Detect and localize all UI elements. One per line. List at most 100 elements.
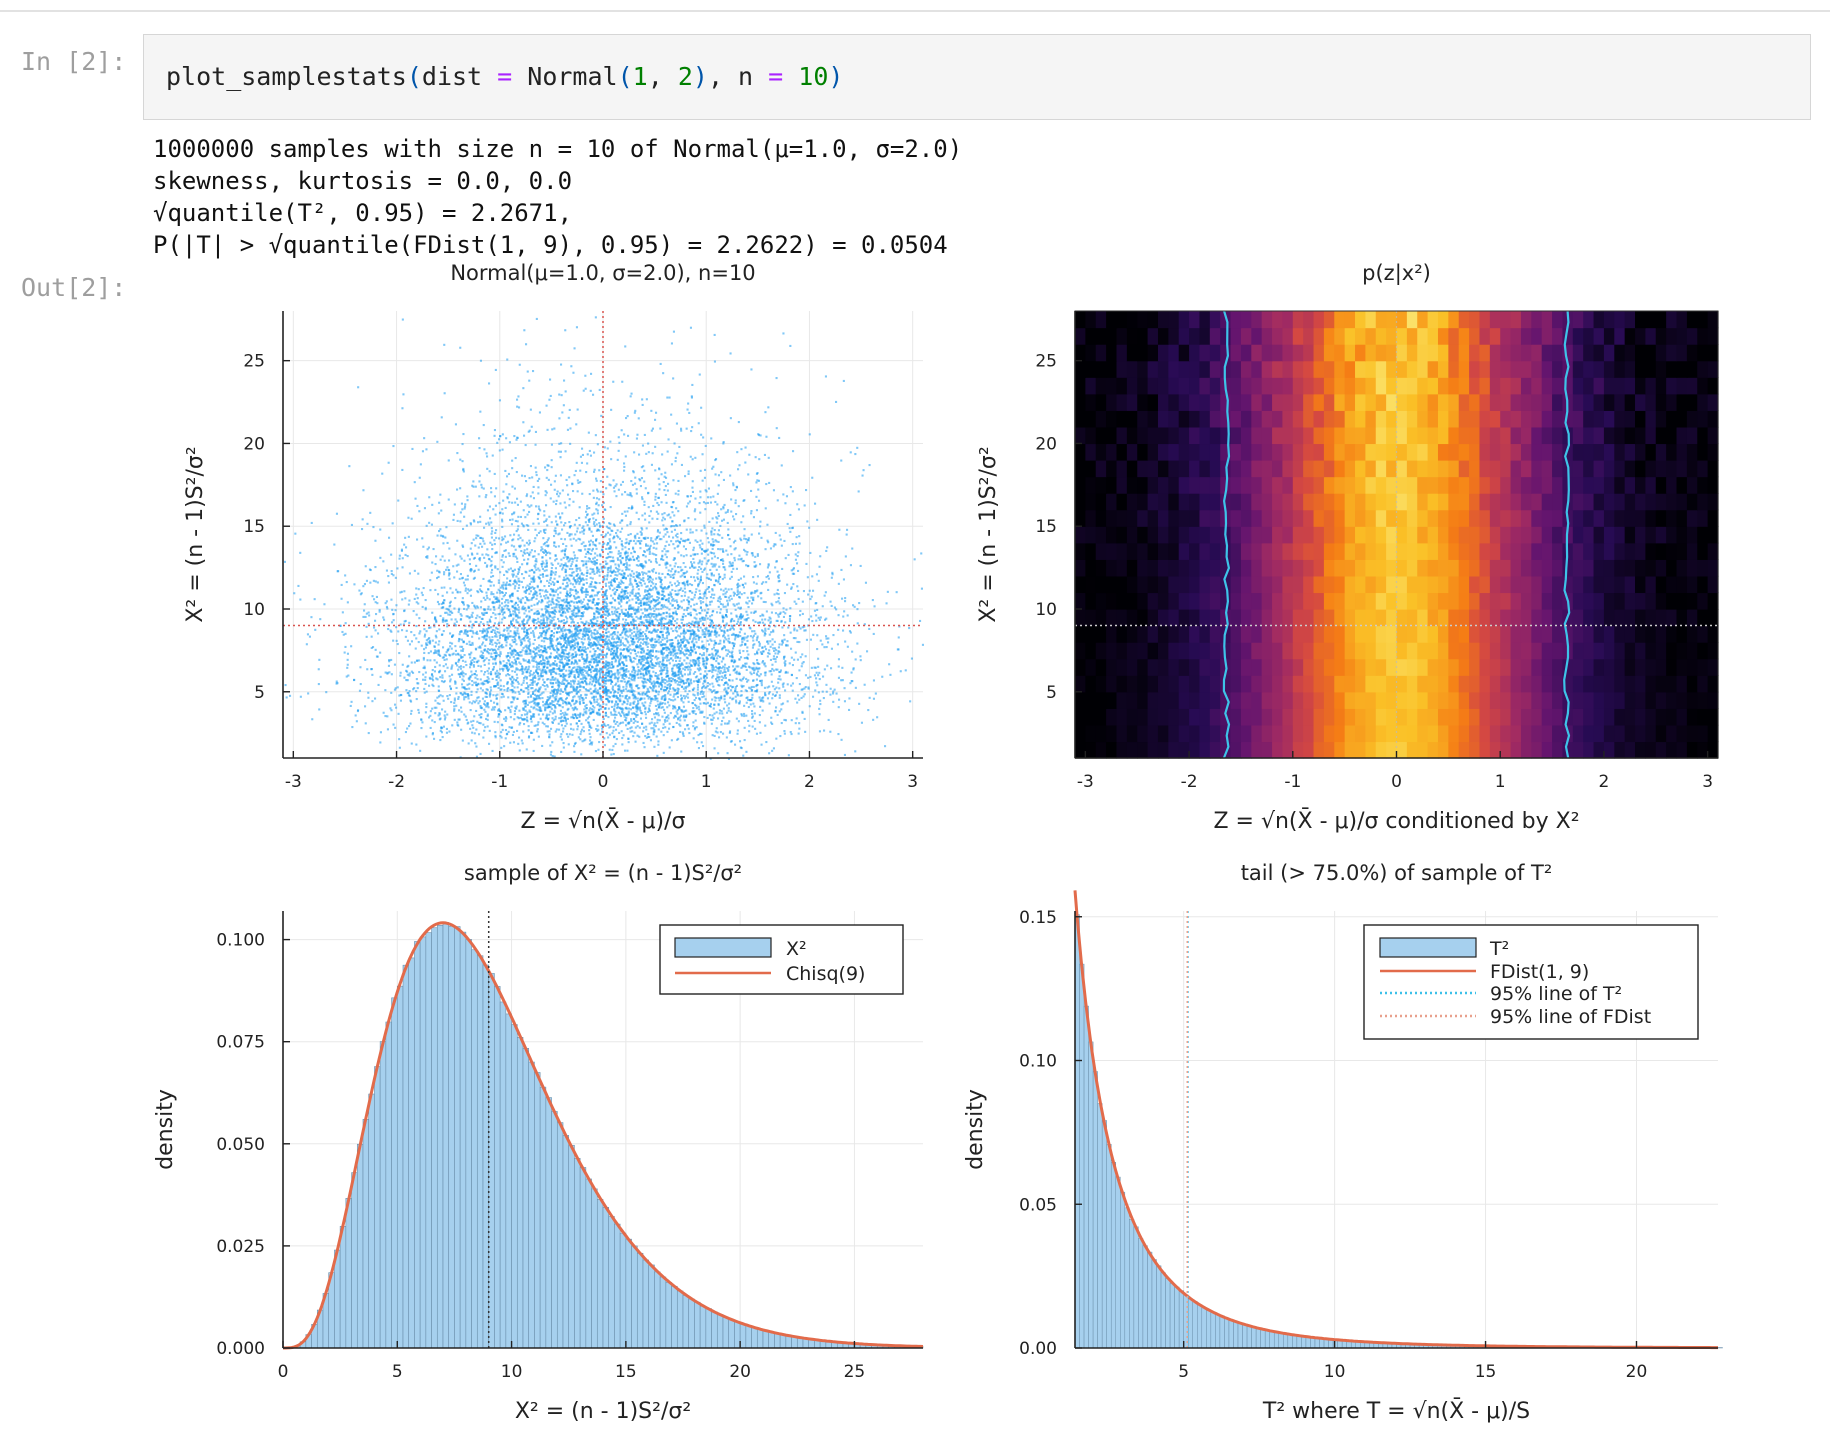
scatter-point bbox=[650, 615, 653, 618]
scatter-point bbox=[596, 568, 599, 571]
scatter-point bbox=[515, 619, 518, 622]
scatter-point bbox=[479, 646, 482, 649]
scatter-point bbox=[454, 423, 457, 426]
scatter-point bbox=[719, 625, 722, 628]
scatter-point bbox=[513, 631, 516, 634]
scatter-point bbox=[486, 651, 489, 654]
scatter-point bbox=[777, 593, 780, 596]
scatter-point bbox=[550, 652, 553, 655]
scatter-point bbox=[716, 599, 719, 602]
scatter-point bbox=[824, 375, 827, 378]
scatter-point bbox=[560, 619, 563, 622]
scatter-point bbox=[532, 485, 535, 488]
scatter-point bbox=[634, 534, 637, 537]
scatter-point bbox=[840, 679, 843, 682]
scatter-point bbox=[542, 550, 545, 553]
scatter-point bbox=[711, 614, 714, 617]
scatter-point bbox=[725, 736, 728, 739]
scatter-point bbox=[595, 622, 598, 625]
scatter-point bbox=[589, 572, 592, 575]
scatter-point bbox=[691, 564, 694, 567]
scatter-point bbox=[660, 586, 663, 589]
scatter-point bbox=[751, 716, 754, 719]
scatter-point bbox=[614, 618, 617, 621]
scatter-point bbox=[836, 643, 839, 646]
scatter-point bbox=[562, 727, 565, 730]
scatter-point bbox=[657, 612, 660, 615]
scatter-point bbox=[569, 442, 572, 445]
scatter-point bbox=[595, 508, 598, 511]
scatter-point bbox=[678, 645, 681, 648]
scatter-point bbox=[569, 723, 572, 726]
scatter-point bbox=[390, 570, 393, 573]
scatter-point bbox=[559, 565, 562, 568]
scatter-point bbox=[617, 488, 620, 491]
scatter-point bbox=[876, 716, 879, 719]
scatter-point bbox=[621, 636, 624, 639]
code-line[interactable]: plot_samplestats(dist = Normal(1, 2), n … bbox=[166, 62, 843, 91]
scatter-point bbox=[645, 643, 648, 646]
scatter-point bbox=[755, 678, 758, 681]
scatter-point bbox=[605, 621, 608, 624]
scatter-point bbox=[745, 553, 748, 556]
scatter-point bbox=[364, 658, 367, 661]
scatter-point bbox=[798, 641, 801, 644]
scatter-point bbox=[895, 591, 898, 594]
scatter-point bbox=[527, 691, 530, 694]
scatter-point bbox=[598, 627, 601, 630]
scatter-point bbox=[755, 509, 758, 512]
scatter-point bbox=[680, 680, 683, 683]
scatter-point bbox=[717, 717, 720, 720]
scatter-point bbox=[475, 537, 478, 540]
scatter-point bbox=[579, 733, 582, 736]
scatter-point bbox=[560, 724, 563, 727]
scatter-point bbox=[741, 678, 744, 681]
scatter-point bbox=[612, 523, 615, 526]
scatter-point bbox=[575, 590, 578, 593]
scatter-point bbox=[489, 686, 492, 689]
scatter-point bbox=[560, 563, 563, 566]
scatter-point bbox=[629, 634, 632, 637]
scatter-point bbox=[733, 518, 736, 521]
scatter-point bbox=[700, 732, 703, 735]
scatter-point bbox=[507, 583, 510, 586]
scatter-point bbox=[529, 627, 532, 630]
scatter-point bbox=[554, 530, 557, 533]
scatter-point bbox=[565, 652, 568, 655]
scatter-point bbox=[596, 644, 599, 647]
scatter-point bbox=[467, 606, 470, 609]
scatter-point bbox=[403, 620, 406, 623]
scatter-point bbox=[562, 542, 565, 545]
scatter-point bbox=[625, 595, 628, 598]
scatter-point bbox=[415, 587, 418, 590]
scatter-point bbox=[594, 552, 597, 555]
scatter-point bbox=[837, 676, 840, 679]
scatter-point bbox=[560, 717, 563, 720]
scatter-point bbox=[595, 518, 598, 521]
scatter-point bbox=[545, 715, 548, 718]
scatter-point bbox=[707, 487, 710, 490]
code-cell[interactable]: plot_samplestats(dist = Normal(1, 2), n … bbox=[143, 34, 1811, 120]
scatter-point bbox=[732, 541, 735, 544]
scatter-point bbox=[568, 655, 571, 658]
scatter-point bbox=[515, 673, 518, 676]
scatter-point bbox=[726, 599, 729, 602]
scatter-point bbox=[582, 578, 585, 581]
scatter-point bbox=[680, 698, 683, 701]
scatter-point bbox=[526, 629, 529, 632]
scatter-point bbox=[579, 617, 582, 620]
scatter-point bbox=[898, 625, 901, 628]
scatter-point bbox=[659, 669, 662, 672]
scatter-point bbox=[680, 618, 683, 621]
scatter-point bbox=[550, 570, 553, 573]
scatter-point bbox=[576, 527, 579, 530]
scatter-point bbox=[692, 553, 695, 556]
scatter-point bbox=[569, 675, 572, 678]
scatter-point bbox=[523, 434, 526, 437]
scatter-point bbox=[522, 658, 525, 661]
scatter-point bbox=[555, 639, 558, 642]
scatter-point bbox=[693, 510, 696, 513]
scatter-point bbox=[689, 673, 692, 676]
scatter-point bbox=[523, 549, 526, 552]
scatter-point bbox=[650, 687, 653, 690]
